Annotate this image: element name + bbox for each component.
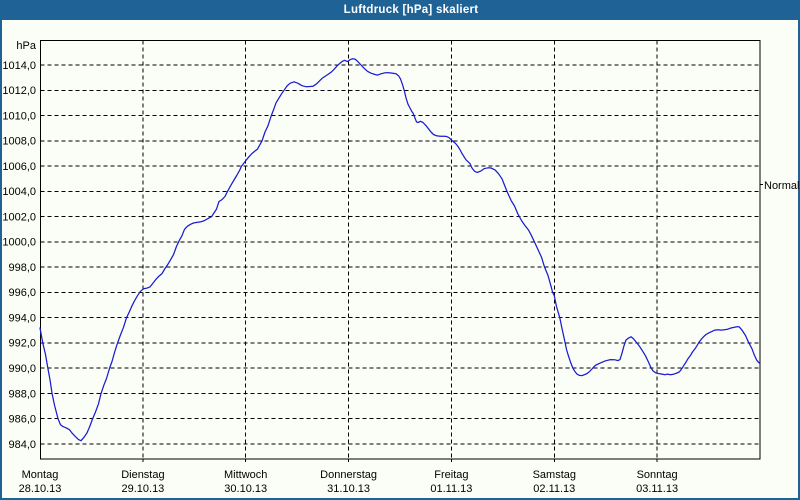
svg-text:1010,0: 1010,0 bbox=[2, 110, 36, 122]
svg-text:1000,0: 1000,0 bbox=[2, 237, 36, 249]
svg-text:990,0: 990,0 bbox=[8, 363, 36, 375]
svg-text:1006,0: 1006,0 bbox=[2, 161, 36, 173]
svg-text:hPa: hPa bbox=[16, 40, 36, 52]
svg-text:Samstag: Samstag bbox=[533, 469, 576, 481]
svg-text:Normal: Normal bbox=[764, 180, 799, 192]
svg-text:1002,0: 1002,0 bbox=[2, 211, 36, 223]
svg-text:28.10.13: 28.10.13 bbox=[19, 483, 62, 495]
svg-text:Dienstag: Dienstag bbox=[121, 469, 164, 481]
svg-text:Sonntag: Sonntag bbox=[637, 469, 678, 481]
svg-text:03.11.13: 03.11.13 bbox=[636, 483, 678, 495]
svg-text:Luftdruck [hPa] skaliert: Luftdruck [hPa] skaliert bbox=[344, 4, 479, 16]
svg-text:994,0: 994,0 bbox=[8, 313, 36, 325]
svg-text:Montag: Montag bbox=[22, 469, 59, 481]
svg-text:1004,0: 1004,0 bbox=[2, 186, 36, 198]
svg-text:Donnerstag: Donnerstag bbox=[320, 469, 377, 481]
svg-text:1014,0: 1014,0 bbox=[2, 60, 36, 72]
svg-text:Freitag: Freitag bbox=[434, 469, 468, 481]
svg-text:998,0: 998,0 bbox=[8, 262, 36, 274]
svg-text:984,0: 984,0 bbox=[8, 439, 36, 451]
svg-text:Mittwoch: Mittwoch bbox=[224, 469, 267, 481]
svg-text:1012,0: 1012,0 bbox=[2, 85, 36, 97]
svg-text:992,0: 992,0 bbox=[8, 338, 36, 350]
svg-text:31.10.13: 31.10.13 bbox=[327, 483, 370, 495]
svg-text:996,0: 996,0 bbox=[8, 287, 36, 299]
svg-text:29.10.13: 29.10.13 bbox=[121, 483, 164, 495]
svg-text:988,0: 988,0 bbox=[8, 388, 36, 400]
svg-text:986,0: 986,0 bbox=[8, 414, 36, 426]
svg-text:01.11.13: 01.11.13 bbox=[430, 483, 472, 495]
svg-text:30.10.13: 30.10.13 bbox=[224, 483, 267, 495]
svg-text:1008,0: 1008,0 bbox=[2, 136, 36, 148]
svg-text:02.11.13: 02.11.13 bbox=[533, 483, 575, 495]
